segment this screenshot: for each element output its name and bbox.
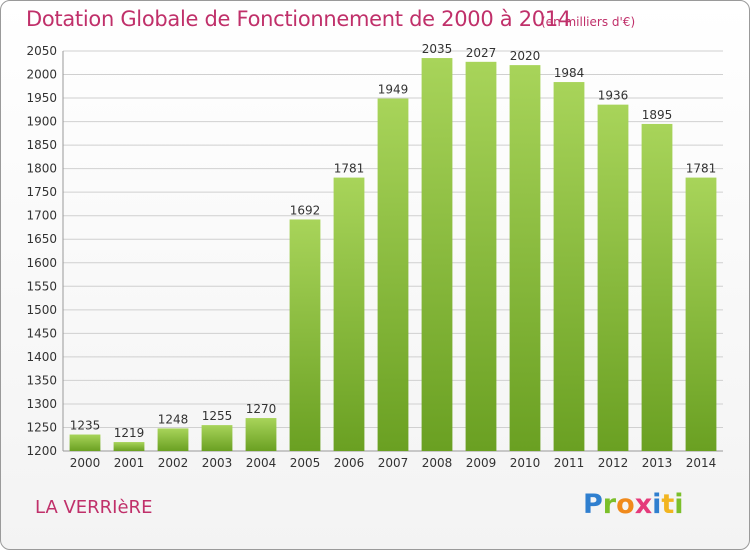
y-tick-label: 1550 — [26, 279, 57, 293]
bar — [377, 98, 409, 451]
logo-letter: P — [583, 489, 603, 520]
x-tick-label: 2010 — [510, 456, 541, 470]
y-tick-label: 1750 — [26, 185, 57, 199]
y-tick-label: 1950 — [26, 91, 57, 105]
y-tick-label: 1300 — [26, 397, 57, 411]
bar — [245, 418, 277, 451]
data-label: 1895 — [642, 108, 673, 122]
logo-letter: r — [602, 489, 617, 520]
y-tick-label: 1450 — [26, 326, 57, 340]
x-tick-label: 2005 — [290, 456, 321, 470]
place-name: LA VERRIèRE — [35, 497, 153, 518]
x-tick-label: 2014 — [686, 456, 717, 470]
x-tick-label: 2009 — [466, 456, 497, 470]
data-label: 1219 — [114, 426, 145, 440]
data-label: 1235 — [70, 419, 101, 433]
y-tick-label: 2050 — [26, 44, 57, 58]
bar — [201, 425, 233, 451]
chart-title: Dotation Globale de Fonctionnement de 20… — [26, 7, 571, 31]
data-label: 1781 — [686, 162, 717, 176]
x-tick-label: 2006 — [334, 456, 365, 470]
x-tick-label: 2008 — [422, 456, 453, 470]
data-label: 1248 — [158, 412, 189, 426]
data-label: 2020 — [510, 49, 541, 63]
y-tick-label: 1600 — [26, 256, 57, 270]
logo-letter: x — [634, 489, 653, 520]
data-label: 1949 — [378, 83, 409, 97]
bar — [465, 61, 497, 452]
bar — [553, 82, 585, 451]
logo-letter: t — [661, 489, 675, 520]
logo-letter: i — [652, 489, 662, 520]
data-label: 1781 — [334, 162, 365, 176]
bar — [641, 123, 673, 452]
y-tick-label: 1350 — [26, 373, 57, 387]
data-label: 1270 — [246, 402, 277, 416]
x-tick-label: 2004 — [246, 456, 277, 470]
x-tick-label: 2012 — [598, 456, 629, 470]
chart-subtitle: (en milliers d'€) — [541, 15, 636, 29]
x-tick-label: 2013 — [642, 456, 673, 470]
bar — [597, 104, 629, 451]
x-tick-label: 2011 — [554, 456, 585, 470]
logo-letter: i — [674, 489, 684, 520]
y-tick-label: 2000 — [26, 68, 57, 82]
bar — [113, 442, 145, 451]
y-tick-label: 1700 — [26, 209, 57, 223]
y-tick-label: 1800 — [26, 162, 57, 176]
logo-letter: o — [616, 489, 635, 520]
data-label: 1255 — [202, 409, 233, 423]
x-tick-label: 2002 — [158, 456, 189, 470]
data-label: 1936 — [598, 89, 629, 103]
proxiti-logo: Proxiti — [583, 489, 684, 520]
data-label: 1984 — [554, 66, 585, 80]
bar — [685, 177, 717, 451]
y-tick-label: 1850 — [26, 138, 57, 152]
data-label: 2027 — [466, 46, 497, 60]
y-tick-label: 1650 — [26, 232, 57, 246]
x-tick-label: 2003 — [202, 456, 233, 470]
y-tick-label: 1250 — [26, 420, 57, 434]
x-tick-label: 2001 — [114, 456, 145, 470]
bar — [421, 58, 453, 451]
bar — [69, 434, 101, 451]
bar — [333, 177, 365, 451]
y-tick-label: 1400 — [26, 350, 57, 364]
data-label: 1692 — [290, 203, 321, 217]
bar — [157, 428, 189, 451]
bar — [509, 65, 541, 451]
x-tick-label: 2000 — [70, 456, 101, 470]
y-tick-label: 1900 — [26, 115, 57, 129]
bar — [289, 219, 321, 451]
x-tick-label: 2007 — [378, 456, 409, 470]
y-tick-label: 1500 — [26, 303, 57, 317]
y-tick-label: 1200 — [26, 444, 57, 458]
data-label: 2035 — [422, 42, 453, 56]
